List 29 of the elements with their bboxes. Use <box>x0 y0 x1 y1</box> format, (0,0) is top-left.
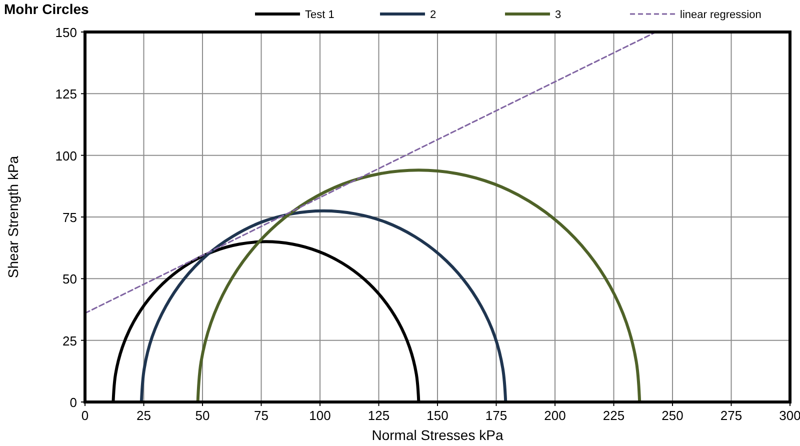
legend-label: 2 <box>430 9 436 21</box>
x-tick-label: 75 <box>254 408 268 423</box>
y-tick-label: 150 <box>55 25 77 40</box>
x-tick-label: 225 <box>602 408 625 423</box>
legend-label: Test 1 <box>305 9 334 21</box>
y-tick-label: 25 <box>62 333 77 348</box>
x-tick-label: 150 <box>426 408 448 423</box>
x-axis-title: Normal Stresses kPa <box>372 427 504 443</box>
y-tick-label: 125 <box>55 86 77 102</box>
y-tick-label: 50 <box>62 272 77 287</box>
line-series <box>140 209 508 404</box>
legend-label: 3 <box>555 9 562 21</box>
legend-label: linear regression <box>680 9 762 21</box>
x-tick-label: 300 <box>779 408 800 423</box>
chart-title: Mohr Circles <box>4 1 90 17</box>
x-tick-label: 0 <box>81 408 89 423</box>
x-tick-label: 125 <box>368 408 390 423</box>
y-tick-label: 0 <box>70 395 77 410</box>
x-tick-label: 275 <box>720 408 742 423</box>
y-tick-label: 100 <box>55 148 77 164</box>
y-tick-label: 75 <box>62 210 77 225</box>
line-series <box>196 168 642 404</box>
x-tick-label: 200 <box>544 408 566 423</box>
x-tick-label: 50 <box>195 408 210 423</box>
x-tick-label: 25 <box>136 408 151 423</box>
x-tick-label: 175 <box>485 408 508 423</box>
y-axis-title: Shear Strength kPa <box>5 156 21 278</box>
x-tick-label: 100 <box>309 408 331 423</box>
x-tick-label: 250 <box>662 408 684 423</box>
